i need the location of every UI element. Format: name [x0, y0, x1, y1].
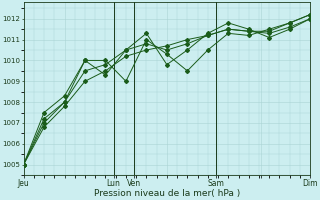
X-axis label: Pression niveau de la mer( hPa ): Pression niveau de la mer( hPa ): [94, 189, 240, 198]
